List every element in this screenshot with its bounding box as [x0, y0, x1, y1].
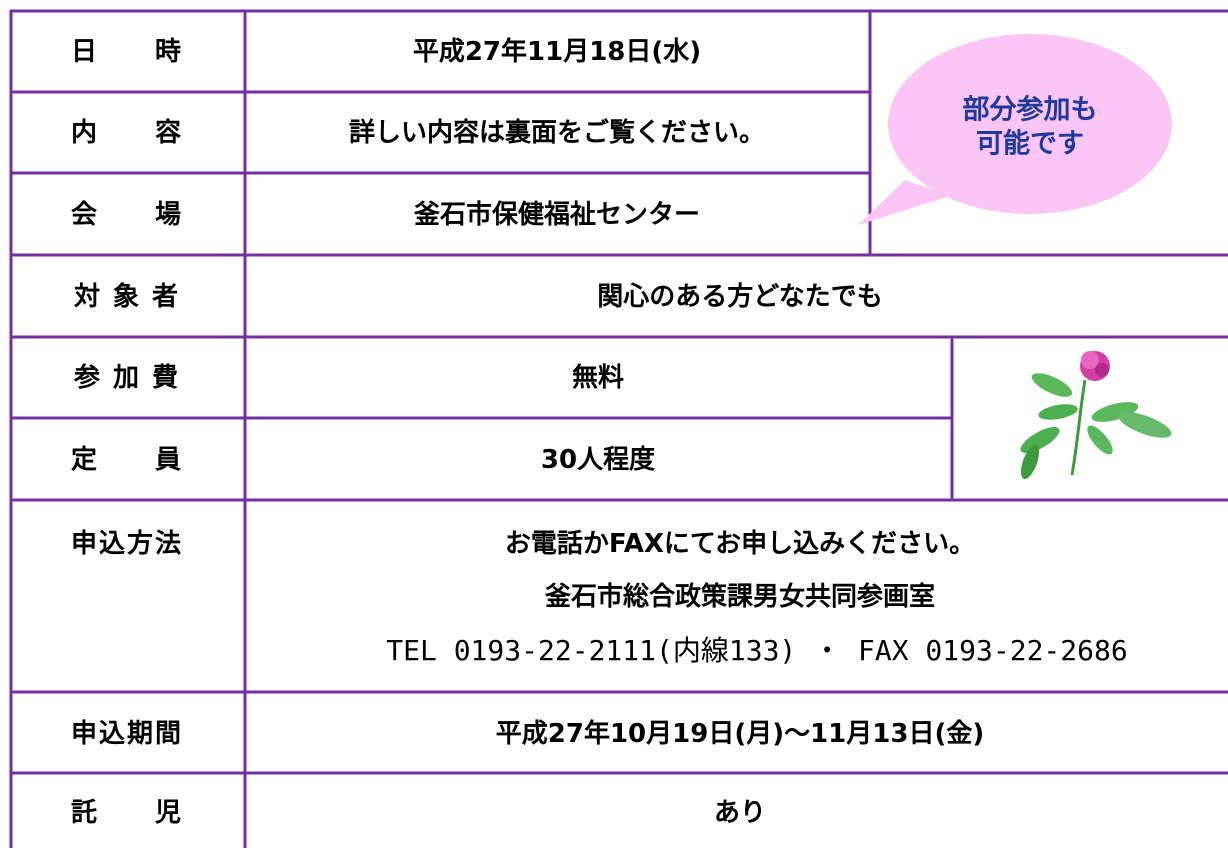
row-value: 平成27年11月18日(水)	[412, 37, 702, 67]
row-value: 無料	[571, 363, 625, 393]
bubble-text: 部分参加も	[962, 94, 1098, 126]
grid-lines	[9, 9, 1228, 848]
row-label: 託 児	[70, 798, 184, 828]
row-value: 平成27年10月19日(月)～11月13日(金)	[495, 719, 985, 749]
row-label: 日 時	[70, 37, 184, 67]
row-label: 申込期間	[70, 719, 184, 749]
row-line: TEL 0193-22-2111(内線133) ・ FAX 0193-22-26…	[386, 634, 1128, 667]
row-label: 参 加 費	[73, 363, 181, 393]
rose-illustration	[1020, 351, 1172, 480]
row-value: 30人程度	[540, 445, 656, 475]
row-value: あり	[713, 798, 767, 828]
row-label: 定 員	[70, 445, 184, 475]
bubble-text: 可能です	[976, 128, 1084, 160]
speech-bubble	[858, 34, 1172, 225]
row-value: 関心のある方どなたでも	[597, 282, 883, 312]
row-value: 釜石市保健福祉センター	[413, 200, 701, 230]
row-label: 申込方法	[70, 529, 184, 559]
row-line: お電話かFAXにてお申し込みください。	[504, 529, 976, 559]
row-label: 内 容	[70, 118, 184, 148]
row-label: 会 場	[70, 200, 184, 230]
row-label: 対 象 者	[73, 282, 181, 312]
row-line: 釜石市総合政策課男女共同参画室	[544, 582, 936, 612]
row-value: 詳しい内容は裏面をご覧ください。	[348, 118, 766, 148]
